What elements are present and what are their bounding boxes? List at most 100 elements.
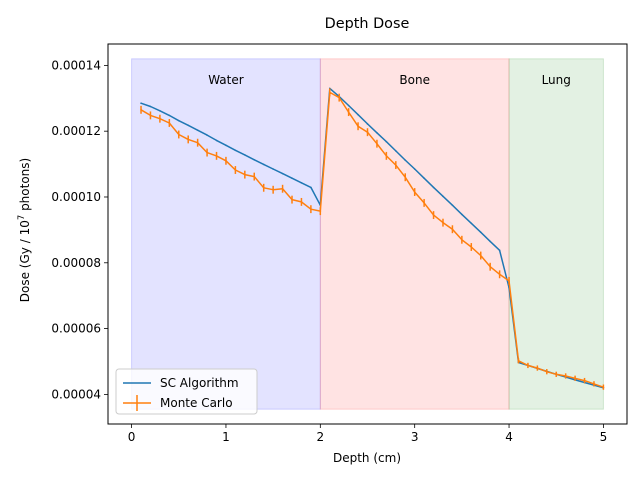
x-tick-label: 0: [128, 430, 136, 444]
data-point-monte-carlo: [508, 280, 510, 282]
data-point-monte-carlo: [366, 131, 369, 133]
data-point-monte-carlo: [479, 254, 482, 257]
data-point-monte-carlo: [225, 159, 227, 162]
y-axis-label-superscript: 7: [17, 215, 27, 220]
y-tick-label: 0.00010: [51, 190, 101, 204]
data-point-monte-carlo: [593, 383, 595, 385]
data-point-monte-carlo: [602, 386, 605, 388]
data-point-sc-algorithm: [300, 182, 303, 184]
x-tick-label: 1: [222, 430, 230, 444]
data-point-monte-carlo: [310, 208, 312, 210]
data-point-sc-algorithm: [413, 168, 416, 170]
data-point-monte-carlo: [442, 221, 444, 224]
data-point-sc-algorithm: [244, 154, 246, 156]
y-tick-label: 0.00014: [51, 58, 101, 72]
data-point-monte-carlo: [281, 187, 284, 190]
data-point-monte-carlo: [517, 360, 520, 362]
data-point-sc-algorithm: [225, 144, 227, 147]
data-point-sc-algorithm: [347, 104, 350, 107]
data-point-monte-carlo: [423, 202, 425, 204]
data-point-monte-carlo: [564, 375, 567, 377]
y-axis-label-tail: photons): [18, 158, 32, 215]
x-tick-label: 3: [411, 430, 419, 444]
data-point-monte-carlo: [395, 164, 397, 166]
data-point-monte-carlo: [300, 201, 303, 203]
y-tick-label: 0.00008: [51, 256, 101, 270]
data-point-sc-algorithm: [215, 139, 218, 142]
data-point-monte-carlo: [583, 379, 586, 382]
data-point-monte-carlo: [234, 169, 237, 171]
data-point-sc-algorithm: [470, 222, 473, 225]
data-point-monte-carlo: [498, 273, 501, 276]
chart-title: Depth Dose: [325, 16, 410, 32]
legend-label-sc-algorithm: SC Algorithm: [160, 376, 239, 390]
data-point-monte-carlo: [187, 138, 190, 141]
series-monte-carlo: [140, 88, 605, 390]
data-point-sc-algorithm: [140, 102, 142, 105]
data-point-monte-carlo: [328, 91, 331, 94]
data-point-sc-algorithm: [451, 204, 454, 207]
data-point-sc-algorithm: [442, 195, 444, 198]
x-axis-label: Depth (cm): [333, 451, 401, 465]
data-point-sc-algorithm: [206, 134, 208, 136]
data-point-sc-algorithm: [385, 140, 388, 143]
data-point-monte-carlo: [451, 228, 454, 231]
data-point-sc-algorithm: [395, 150, 397, 152]
x-tick-label: 4: [505, 430, 513, 444]
data-point-monte-carlo: [413, 191, 416, 193]
data-point-sc-algorithm: [234, 149, 237, 152]
data-point-monte-carlo: [489, 265, 491, 268]
data-point-monte-carlo: [196, 141, 199, 144]
data-point-monte-carlo: [253, 175, 256, 178]
legend: SC Algorithm Monte Carlo: [115, 368, 258, 415]
series-layer: [140, 87, 605, 390]
data-point-monte-carlo: [347, 111, 350, 113]
data-point-monte-carlo: [555, 373, 558, 376]
data-point-sc-algorithm: [281, 172, 284, 175]
region-lung: [508, 58, 604, 410]
data-point-sc-algorithm: [253, 159, 256, 161]
y-axis-label-main: Dose (Gy / 10: [18, 220, 32, 302]
data-point-sc-algorithm: [357, 113, 359, 116]
data-point-monte-carlo: [262, 186, 265, 189]
region-label-water: Water: [208, 73, 244, 87]
data-point-sc-algorithm: [159, 109, 161, 112]
material-region-labels: Water Bone Lung: [208, 73, 571, 87]
data-point-monte-carlo: [536, 367, 539, 369]
data-point-sc-algorithm: [461, 213, 463, 216]
data-point-sc-algorithm: [196, 129, 199, 131]
data-point-sc-algorithm: [423, 177, 425, 180]
data-point-sc-algorithm: [187, 124, 190, 127]
data-point-sc-algorithm: [498, 249, 501, 252]
region-label-bone: Bone: [399, 73, 430, 87]
data-point-sc-algorithm: [149, 105, 152, 108]
data-point-monte-carlo: [272, 188, 274, 191]
x-axis-ticks: 0 1 2 3 4 5: [128, 424, 607, 444]
data-point-monte-carlo: [545, 370, 548, 373]
series-line-monte-carlo: [140, 91, 604, 388]
y-tick-label: 0.00004: [51, 387, 101, 401]
region-water: [131, 58, 321, 410]
data-point-monte-carlo: [385, 155, 388, 157]
data-point-monte-carlo: [215, 155, 218, 157]
x-tick-label: 5: [600, 430, 608, 444]
data-point-sc-algorithm: [366, 123, 369, 125]
y-tick-label: 0.00006: [51, 322, 101, 336]
legend-box: [115, 368, 258, 415]
data-point-monte-carlo: [574, 377, 576, 380]
data-point-monte-carlo: [319, 210, 322, 212]
data-point-sc-algorithm: [272, 168, 274, 170]
data-point-sc-algorithm: [262, 163, 265, 166]
material-regions: [131, 58, 604, 410]
data-point-sc-algorithm: [489, 240, 491, 243]
y-axis-label: Dose (Gy / 107 photons): [17, 158, 32, 302]
data-point-monte-carlo: [177, 133, 180, 136]
data-point-sc-algorithm: [310, 186, 312, 189]
data-point-monte-carlo: [291, 198, 293, 201]
data-point-sc-algorithm: [177, 119, 180, 122]
data-point-sc-algorithm: [291, 177, 293, 180]
plot-frame: [107, 43, 628, 425]
data-point-monte-carlo: [527, 364, 529, 367]
data-point-monte-carlo: [206, 151, 208, 154]
data-point-monte-carlo: [404, 176, 407, 179]
